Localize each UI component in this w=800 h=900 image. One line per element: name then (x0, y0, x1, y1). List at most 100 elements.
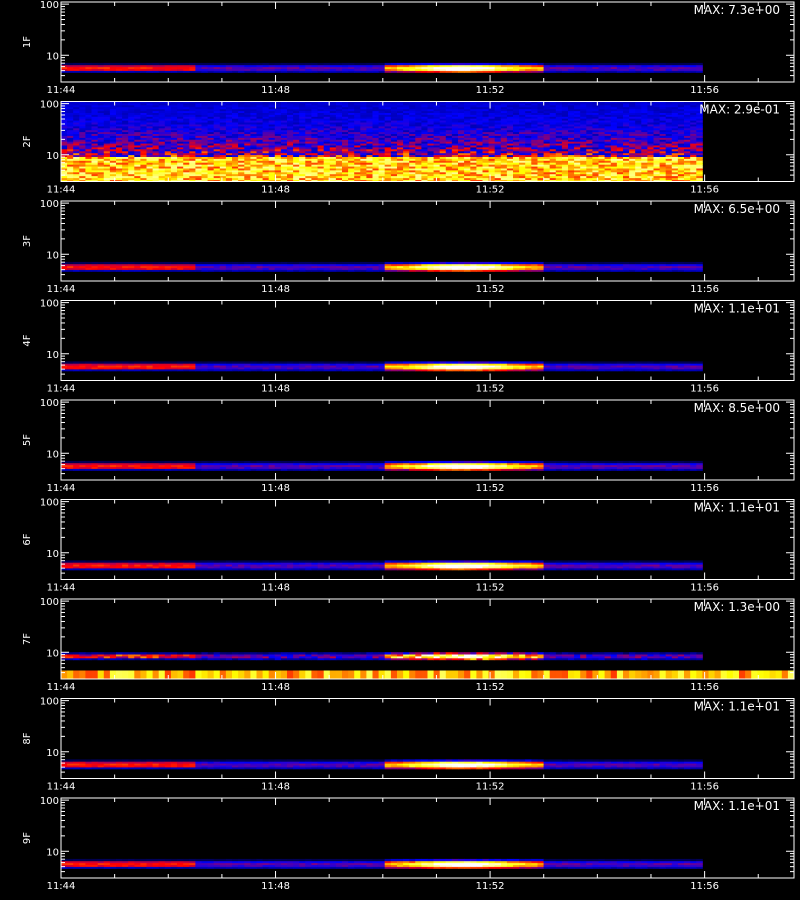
heatmap-cell (317, 143, 325, 146)
heatmap-cell (684, 104, 691, 108)
heatmap-cell (574, 70, 581, 73)
heatmap-cell (555, 135, 563, 138)
heatmap-cell (629, 170, 636, 173)
heatmap-cell (372, 118, 379, 121)
heatmap-cell (219, 114, 227, 117)
heatmap-cell (397, 139, 404, 142)
heatmap-cell (256, 120, 263, 123)
heatmap-cell (494, 171, 502, 175)
heatmap-cell (85, 129, 92, 133)
heatmap-cell (671, 104, 679, 108)
heatmap-cell (109, 170, 117, 173)
heatmap-cell (635, 177, 642, 180)
heatmap-cell (464, 162, 471, 165)
heatmap-cell (85, 177, 92, 180)
heatmap-cell (280, 156, 288, 159)
heatmap-cell (568, 118, 575, 121)
heatmap-cell (329, 62, 337, 66)
heatmap-cell (317, 147, 325, 150)
heatmap-cell (397, 127, 404, 131)
heatmap-cell (403, 162, 410, 165)
heatmap-cell (403, 110, 410, 113)
heatmap-cell (390, 170, 398, 173)
heatmap-cell (134, 101, 141, 104)
heatmap-cell (610, 141, 618, 144)
heatmap-cell (561, 160, 569, 163)
heatmap-cell (73, 170, 80, 173)
heatmap-cell (378, 70, 386, 73)
heatmap-cell (244, 124, 251, 127)
heatmap-cell (623, 168, 630, 171)
heatmap-cell (342, 143, 349, 146)
heatmap-cell (299, 104, 306, 108)
heatmap-cell (537, 122, 544, 125)
heatmap-cell (464, 147, 471, 150)
heatmap-cell (647, 158, 654, 161)
heatmap-cell (79, 110, 86, 113)
heatmap-cell (604, 164, 612, 167)
heatmap-cell (299, 150, 306, 154)
heatmap-cell (177, 154, 184, 157)
heatmap-cell (238, 156, 245, 159)
heatmap-cell (549, 143, 557, 146)
heatmap-cell (73, 106, 80, 110)
heatmap-cell (433, 106, 441, 110)
heatmap-cell (451, 143, 459, 146)
heatmap-cell (574, 64, 581, 68)
heatmap-cell (116, 135, 123, 138)
heatmap-cell (348, 124, 355, 127)
heatmap-cell (342, 160, 349, 163)
heatmap-cell (109, 166, 117, 169)
heatmap-cell (482, 108, 489, 112)
heatmap-cell (189, 104, 196, 108)
heatmap-cell (659, 156, 667, 159)
heatmap-cell (207, 143, 215, 146)
heatmap-cell (439, 150, 447, 154)
heatmap-cell (506, 139, 514, 142)
heatmap-cell (250, 62, 257, 66)
heatmap-cell (183, 170, 190, 173)
heatmap-cell (201, 168, 208, 171)
heatmap-cell (519, 127, 526, 131)
heatmap-cell (372, 126, 379, 129)
heatmap-cell (635, 166, 642, 169)
heatmap-cell (421, 170, 428, 173)
heatmap-cell (238, 168, 245, 171)
heatmap-cell (213, 164, 221, 167)
heatmap-cell (128, 149, 135, 152)
heatmap-cell (280, 152, 288, 156)
heatmap-cell (610, 120, 618, 123)
heatmap-cell (348, 139, 355, 142)
heatmap-cell (604, 135, 612, 138)
heatmap-cell (671, 116, 679, 119)
heatmap-cell (684, 162, 691, 165)
heatmap-cell (128, 168, 135, 171)
heatmap-cell (415, 149, 422, 152)
heatmap-cell (647, 152, 654, 156)
heatmap-cell (543, 145, 551, 148)
heatmap-cell (256, 141, 263, 144)
heatmap-cell (91, 104, 98, 108)
heatmap-cell (421, 177, 428, 180)
heatmap-cell (647, 150, 654, 154)
heatmap-cell (97, 122, 105, 125)
heatmap-cell (464, 116, 471, 119)
heatmap-cell (476, 108, 483, 112)
heatmap-cell (134, 124, 141, 127)
heatmap-cell (427, 147, 434, 150)
heatmap-cell (537, 141, 544, 144)
heatmap-cell (366, 149, 373, 152)
heatmap-cell (470, 166, 477, 169)
heatmap-cell (500, 64, 508, 68)
heatmap-cell (397, 70, 404, 73)
heatmap-cell (61, 124, 68, 127)
heatmap-cell (500, 177, 508, 180)
heatmap-cell (513, 160, 520, 163)
heatmap-cell (317, 149, 325, 152)
heatmap-cell (195, 64, 202, 68)
heatmap-cell (513, 66, 520, 69)
heatmap-cell (482, 127, 489, 131)
heatmap-cell (177, 101, 184, 104)
heatmap-cell (610, 143, 618, 146)
